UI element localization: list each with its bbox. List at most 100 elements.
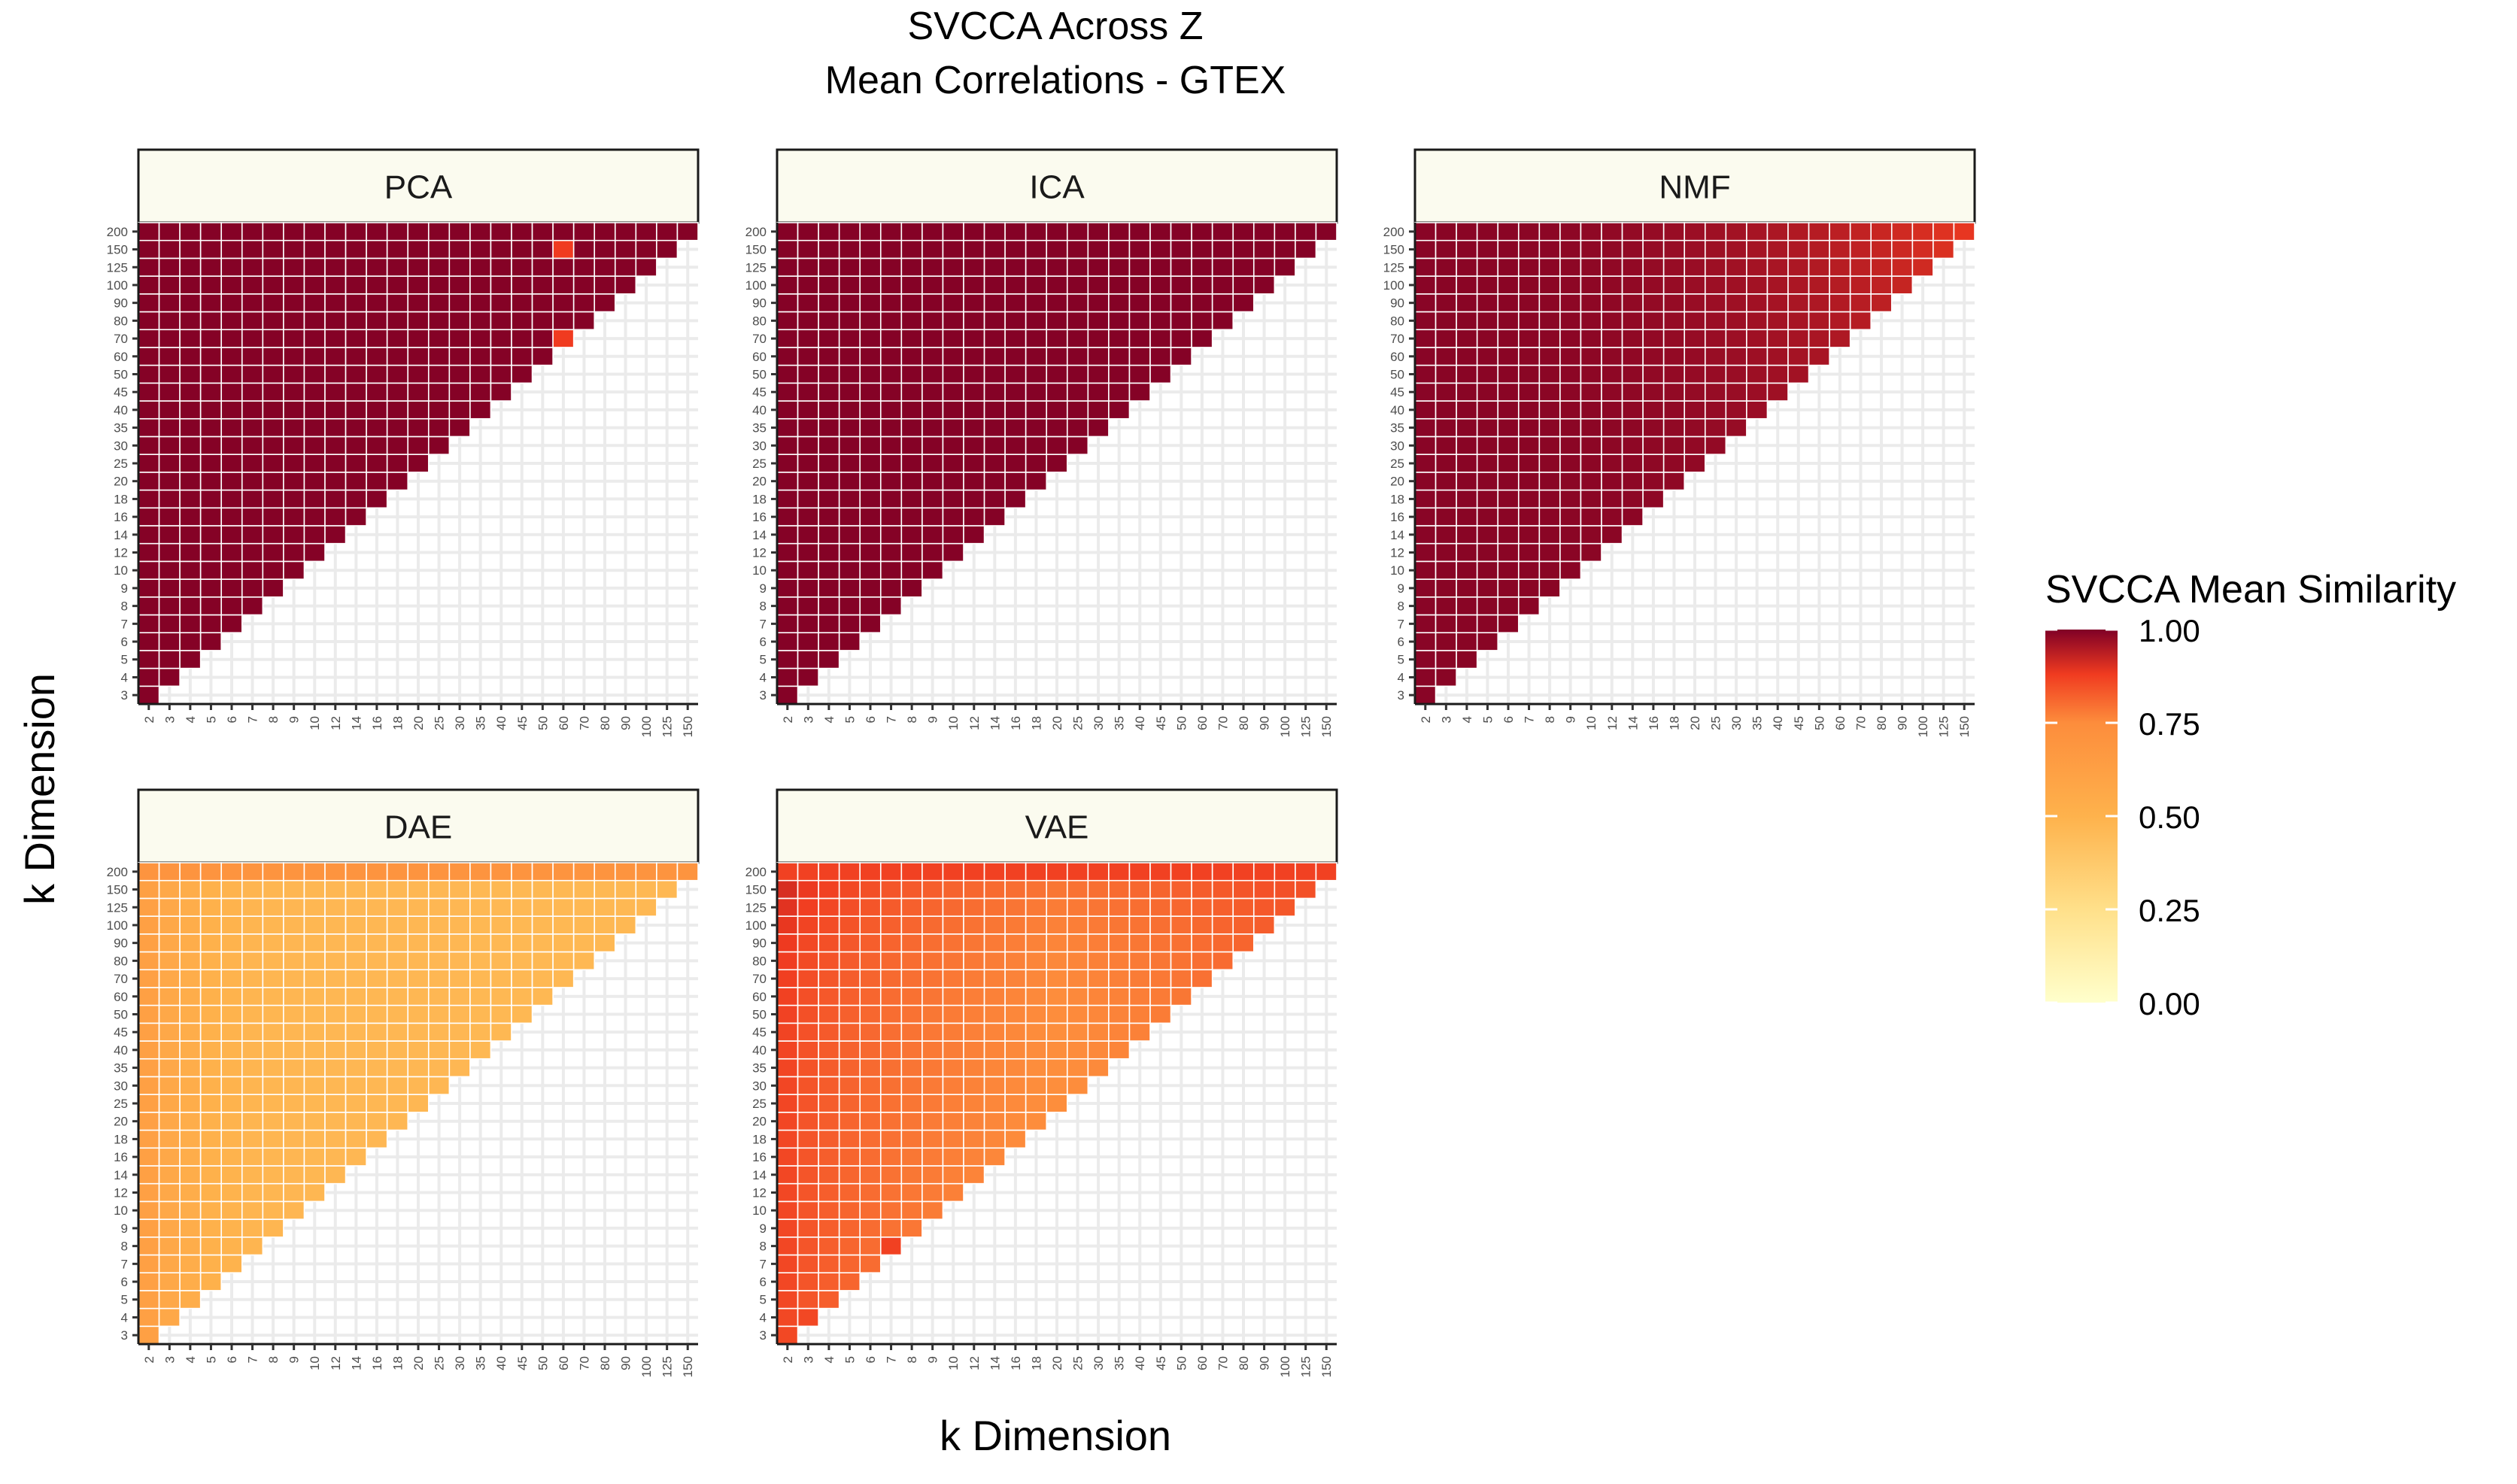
legend: SVCCA Mean Similarity 1.000.750.500.250.… <box>2045 568 2456 1021</box>
heatmap-cell <box>1435 364 1457 384</box>
heatmap-cell <box>1128 879 1151 900</box>
heatmap-cell <box>407 454 430 473</box>
heatmap-cell <box>838 1182 861 1203</box>
heatmap-cell <box>138 347 160 366</box>
heatmap-cell <box>262 1112 284 1131</box>
y-tick-label: 50 <box>752 1007 767 1021</box>
heatmap-cell <box>1601 472 1623 491</box>
heatmap-cell <box>1559 293 1582 313</box>
heatmap-cell <box>1414 454 1437 473</box>
heatmap-cell <box>921 417 944 438</box>
y-tick-label: 16 <box>114 1150 128 1164</box>
panel-strip <box>776 788 1338 864</box>
heatmap-cell <box>407 435 430 455</box>
heatmap-cell <box>1808 222 1830 241</box>
heatmap-cell <box>407 222 430 241</box>
heatmap-cell <box>983 347 1006 366</box>
heatmap-cell <box>776 222 799 241</box>
heatmap-cell <box>241 1165 264 1185</box>
y-tick-label: 10 <box>752 563 767 578</box>
heatmap-cell <box>262 1147 284 1167</box>
heatmap-cell <box>1517 257 1541 277</box>
heatmap-cell <box>158 1076 181 1095</box>
heatmap-cell <box>818 915 840 935</box>
heatmap-cell <box>983 275 1006 295</box>
heatmap-cell <box>1517 454 1541 473</box>
heatmap-cell <box>900 329 923 348</box>
heatmap-cell <box>1025 897 1048 917</box>
heatmap-cell <box>1087 933 1110 953</box>
heatmap-cell <box>838 222 861 241</box>
heatmap-cell <box>262 507 284 527</box>
heatmap-cell <box>594 933 616 953</box>
heatmap-cell <box>158 417 181 438</box>
heatmap-cell <box>469 222 492 241</box>
heatmap-cell <box>818 507 840 527</box>
heatmap-cell <box>241 1129 264 1149</box>
y-tick-label: 100 <box>745 918 767 933</box>
heatmap-cell <box>900 382 923 402</box>
x-tick-label: 8 <box>905 1356 919 1363</box>
heatmap-cell <box>838 293 861 313</box>
heatmap-cell <box>1456 329 1478 348</box>
heatmap-cell <box>1128 382 1151 402</box>
heatmap-cell <box>983 1147 1006 1167</box>
heatmap-cell <box>199 1254 223 1273</box>
heatmap-cell <box>386 382 409 402</box>
heatmap-cell <box>921 1040 944 1060</box>
heatmap-cell <box>324 1165 347 1185</box>
heatmap-cell <box>345 1040 367 1060</box>
heatmap-cell <box>531 951 554 971</box>
heatmap-cell <box>138 489 160 509</box>
heatmap-cell <box>1435 329 1457 348</box>
heatmap-cell <box>1517 311 1541 331</box>
heatmap-cell <box>1829 311 1851 331</box>
heatmap-cell <box>1684 222 1706 241</box>
heatmap-cell <box>1517 435 1541 455</box>
heatmap-cell <box>797 1058 819 1078</box>
heatmap-cell <box>983 472 1006 491</box>
heatmap-cell <box>838 1200 861 1220</box>
heatmap-cell <box>900 1094 923 1113</box>
y-tick-label: 9 <box>760 1221 767 1236</box>
heatmap-cell <box>900 311 923 331</box>
heatmap-cell <box>963 329 985 348</box>
heatmap-cell <box>1580 525 1602 545</box>
heatmap-cell <box>1435 650 1457 669</box>
heatmap-cell <box>1621 435 1644 455</box>
heatmap-cell <box>1517 417 1541 438</box>
heatmap-cell <box>1170 311 1192 331</box>
x-tick-label: 60 <box>557 716 571 730</box>
heatmap-cell <box>366 222 388 241</box>
heatmap-cell <box>138 1200 160 1220</box>
x-tick-label: 7 <box>1523 716 1537 723</box>
heatmap-cell <box>942 1112 964 1131</box>
heatmap-cell <box>199 400 223 420</box>
heatmap-cell <box>1170 897 1192 917</box>
heatmap-cell <box>448 1004 471 1024</box>
heatmap-cell <box>179 915 202 935</box>
heatmap-cell <box>1746 257 1769 277</box>
heatmap-cell <box>572 257 596 277</box>
heatmap-cell <box>797 293 819 313</box>
heatmap-cell <box>859 489 882 509</box>
heatmap-cell <box>818 275 840 295</box>
heatmap-cell <box>324 239 347 259</box>
heatmap-cell <box>921 1058 944 1078</box>
heatmap-cell <box>220 1004 243 1024</box>
heatmap-cell <box>1476 507 1499 527</box>
heatmap-cell <box>1704 222 1727 241</box>
heatmap-cell <box>942 1129 964 1149</box>
heatmap-cell <box>900 1200 923 1220</box>
heatmap-cell <box>614 862 637 882</box>
y-tick-label: 45 <box>752 385 767 399</box>
heatmap-cell <box>818 1112 840 1131</box>
heatmap-cell <box>1497 435 1520 455</box>
heatmap-cell <box>1191 329 1213 348</box>
heatmap-cell <box>1476 293 1499 313</box>
heatmap-cell <box>572 897 596 917</box>
heatmap-cell <box>838 525 861 545</box>
heatmap-cell <box>283 454 305 473</box>
heatmap-cell <box>303 435 326 455</box>
heatmap-cell <box>838 257 861 277</box>
